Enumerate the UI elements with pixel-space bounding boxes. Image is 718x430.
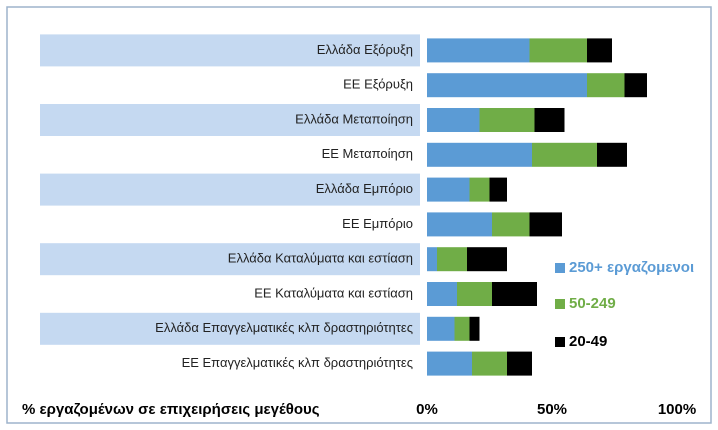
bar-segment xyxy=(427,316,455,341)
x-tick-label: 50% xyxy=(537,401,567,418)
legend-swatch xyxy=(555,263,565,273)
y-tick-label: Ελλάδα Εμπόριο xyxy=(316,181,413,196)
category-band xyxy=(40,34,420,67)
legend-label: 50-249 xyxy=(569,295,616,312)
y-tick-label: ΕΕ Επαγγελματικές κλπ δραστηριότητες xyxy=(182,355,413,370)
bar-segment xyxy=(427,282,457,306)
y-tick-label: Ελλάδα Καταλύματα και εστίαση xyxy=(228,251,413,266)
category-band xyxy=(40,312,420,345)
bar-segment xyxy=(427,247,437,272)
bar-segment xyxy=(507,351,532,376)
bar-segment xyxy=(597,142,627,167)
bar-segment xyxy=(492,282,537,306)
bar-segment xyxy=(467,247,507,272)
bar-segment xyxy=(534,108,565,132)
bar-segment xyxy=(427,38,530,63)
bar-segment xyxy=(469,177,490,202)
legend-label: 20-49 xyxy=(569,333,607,350)
bar-segment xyxy=(457,282,492,306)
x-tick-label: 0% xyxy=(416,401,438,418)
category-band xyxy=(40,173,420,206)
category-band xyxy=(40,104,420,136)
chart-frame xyxy=(6,6,712,424)
bar-segment xyxy=(532,142,597,167)
bar-segment xyxy=(427,212,492,237)
legend-label: 250+ εργαζομενοι xyxy=(569,259,694,276)
bar-segment xyxy=(427,177,470,202)
bar-segment xyxy=(587,73,625,98)
y-tick-label: ΕΕ Μεταποίηση xyxy=(322,146,413,161)
y-tick-label: ΕΕ Εξόρυξη xyxy=(343,77,413,92)
bar-segment xyxy=(624,73,647,98)
bar-segment xyxy=(427,142,532,167)
x-tick-label: 100% xyxy=(658,401,696,418)
bar-segment xyxy=(587,38,612,63)
bar-segment xyxy=(492,212,530,237)
category-band xyxy=(40,243,420,276)
bar-segment xyxy=(427,108,480,132)
x-axis-label: % εργαζομένων σε επιχειρήσεις μεγέθους xyxy=(22,401,320,418)
y-tick-label: ΕΕ Εμπόριο xyxy=(342,216,413,231)
legend-swatch xyxy=(555,337,565,347)
y-tick-label: Ελλάδα Εξόρυξη xyxy=(317,42,413,57)
bar-segment xyxy=(427,351,472,376)
y-tick-label: Ελλάδα Μεταποίηση xyxy=(295,111,413,126)
bar-segment xyxy=(469,316,480,341)
bar-segment xyxy=(479,108,535,132)
bar-segment xyxy=(427,73,587,98)
bar-segment xyxy=(454,316,470,341)
bar-segment xyxy=(489,177,507,202)
bar-segment xyxy=(472,351,507,376)
bar-segment xyxy=(529,38,587,63)
y-tick-label: ΕΕ Καταλύματα και εστίαση xyxy=(254,285,413,300)
y-tick-label: Ελλάδα Επαγγελματικές κλπ δραστηριότητες xyxy=(155,320,413,335)
bar-segment xyxy=(437,247,467,272)
bar-segment xyxy=(529,212,562,237)
legend-swatch xyxy=(555,299,565,309)
